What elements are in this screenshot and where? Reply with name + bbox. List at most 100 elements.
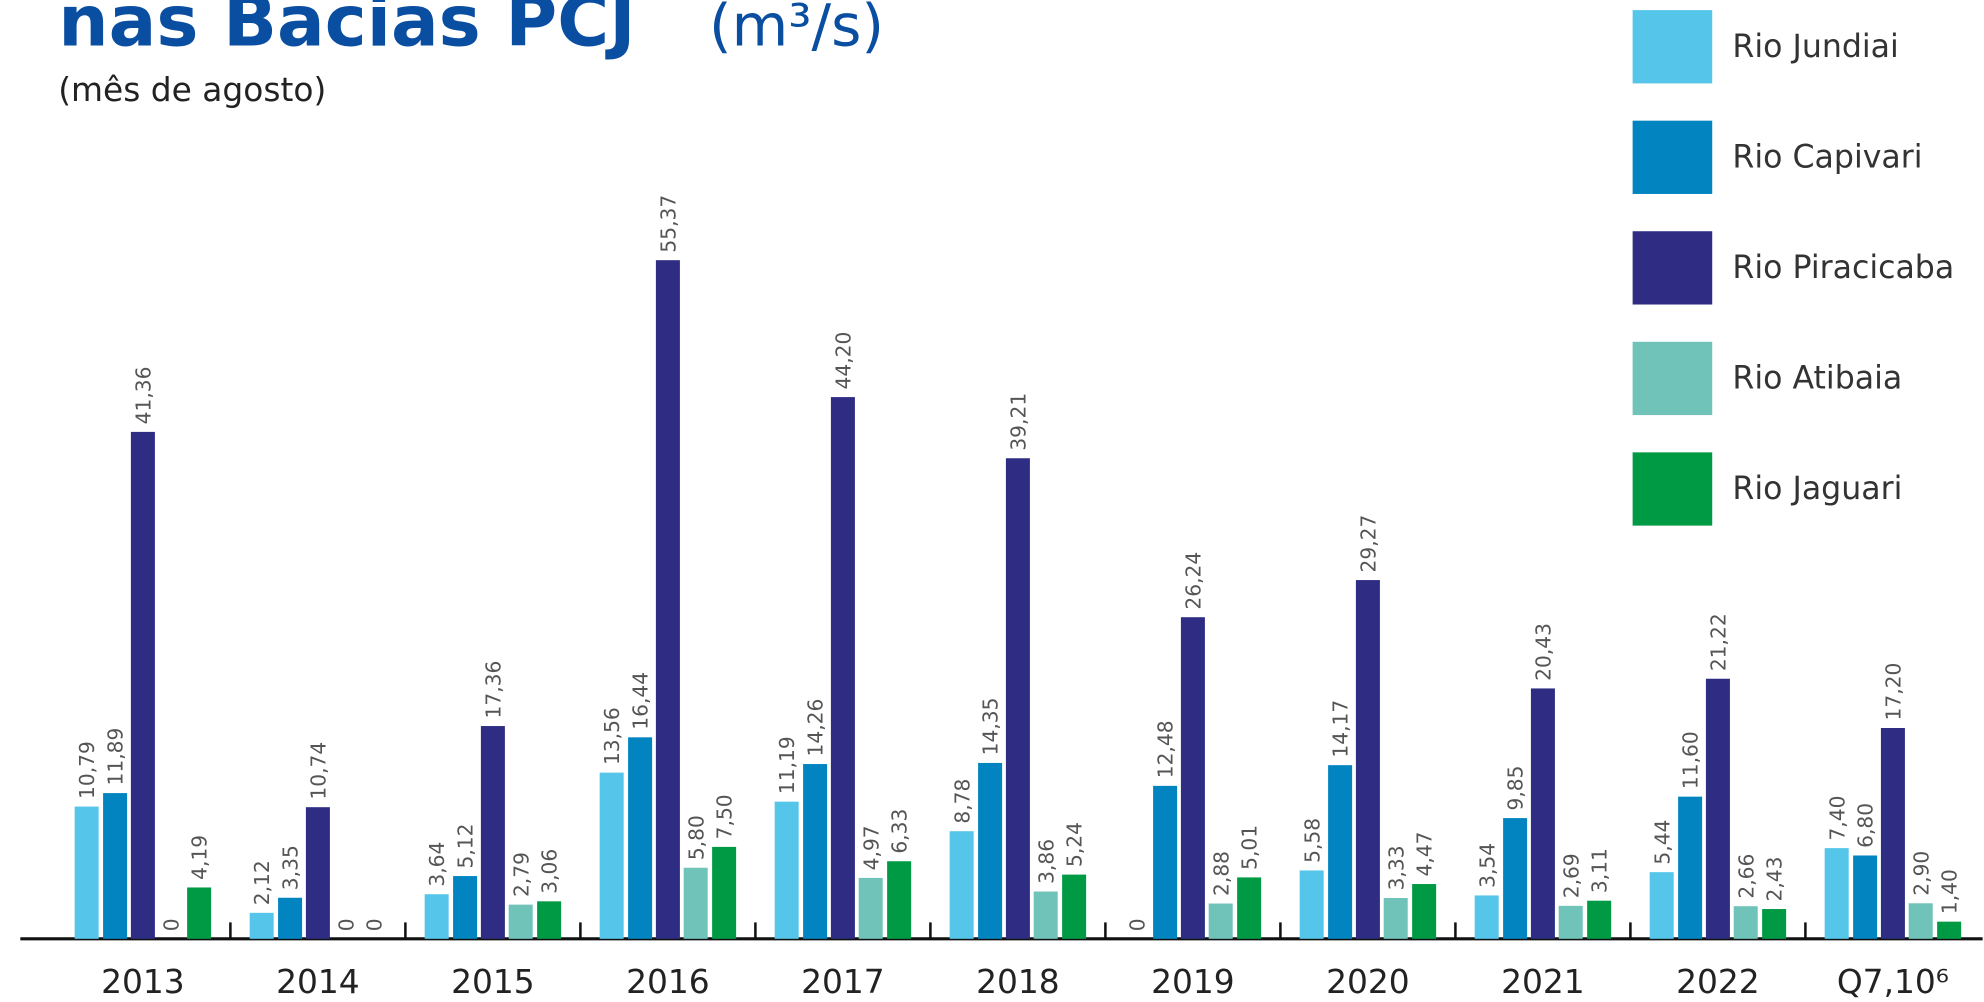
bar [1208, 903, 1233, 939]
data-label: 1,40 [1938, 869, 1962, 914]
bar [103, 793, 128, 939]
bar [1733, 906, 1758, 939]
data-label: 7,50 [713, 794, 737, 839]
data-label: 8,78 [950, 779, 974, 824]
data-label: 44,20 [831, 332, 855, 390]
data-label: 10,74 [306, 742, 330, 800]
data-label: 14,26 [804, 699, 828, 757]
data-label: 12,48 [1154, 720, 1178, 778]
data-label: 3,64 [425, 842, 449, 887]
bar [1153, 785, 1178, 939]
data-label: 4,97 [859, 825, 883, 870]
data-label: 29,27 [1356, 515, 1380, 573]
data-label: 16,44 [629, 672, 653, 730]
bar [1474, 895, 1499, 939]
bar [1412, 884, 1437, 939]
bar [1005, 458, 1030, 939]
data-label: 3,86 [1034, 839, 1058, 884]
bar [508, 904, 533, 939]
legend-swatch [1632, 120, 1713, 194]
legend-label: Rio Atibaia [1732, 361, 1902, 397]
bar [978, 762, 1003, 939]
bar [480, 726, 505, 939]
bar [774, 801, 799, 939]
data-label: 17,20 [1881, 663, 1905, 721]
x-tick-label: 2019 [1151, 963, 1235, 1001]
legend-label: Rio Piracicaba [1732, 250, 1954, 286]
bar [1937, 921, 1962, 939]
data-label: 0 [1125, 918, 1149, 931]
bar [1762, 909, 1787, 939]
x-tick-label: 2017 [801, 963, 885, 1001]
data-label: 17,36 [481, 661, 505, 719]
x-tick-label: 2021 [1501, 963, 1585, 1001]
bar [628, 737, 653, 939]
bar [599, 772, 624, 939]
data-label: 2,69 [1559, 853, 1583, 898]
bar [655, 260, 680, 939]
data-label: 5,58 [1300, 818, 1324, 863]
data-label: 11,60 [1679, 731, 1703, 789]
legend-label: Rio Jundiai [1732, 29, 1898, 65]
data-label: 3,35 [279, 845, 303, 890]
x-tick-label: 2015 [451, 963, 535, 1001]
data-label: 9,85 [1504, 766, 1528, 811]
bar [278, 897, 303, 939]
data-label: 0 [334, 918, 358, 931]
data-label: 3,11 [1588, 848, 1612, 893]
data-label: 2,12 [250, 860, 274, 905]
x-tick-label: 2020 [1326, 963, 1410, 1001]
data-label: 5,24 [1063, 822, 1087, 867]
data-label: 3,33 [1384, 845, 1408, 890]
data-label: 2,88 [1209, 851, 1233, 896]
data-label: 2,66 [1734, 854, 1758, 899]
bar [537, 901, 562, 939]
bar [1558, 905, 1583, 939]
bar [1530, 688, 1555, 939]
data-label: 7,40 [1825, 796, 1849, 841]
bar [887, 861, 912, 939]
bar [1880, 728, 1905, 939]
chart-title: nas Bacias PCJ [58, 0, 635, 62]
x-tick-label: 2013 [101, 963, 185, 1001]
data-label: 11,19 [775, 736, 799, 794]
bar [830, 397, 855, 939]
bar [712, 846, 737, 939]
bar [1237, 877, 1262, 939]
data-label: 13,56 [600, 707, 624, 765]
bar [130, 431, 155, 939]
bar [1180, 617, 1205, 939]
bar [683, 867, 708, 939]
bar [1355, 580, 1380, 939]
data-label: 4,47 [1413, 831, 1437, 876]
bar [74, 806, 99, 939]
bar [305, 807, 330, 939]
bar [1908, 903, 1933, 939]
bar [858, 877, 883, 939]
legend-label: Rio Jaguari [1732, 471, 1902, 507]
data-label: 2,43 [1763, 856, 1787, 901]
bar [453, 876, 478, 939]
data-label: 3,06 [538, 849, 562, 894]
bar [1853, 855, 1878, 939]
data-label: 55,37 [656, 195, 680, 253]
data-label: 21,22 [1706, 613, 1730, 671]
data-label: 26,24 [1181, 552, 1205, 610]
data-label: 41,36 [131, 366, 155, 424]
bar [803, 764, 828, 939]
bar [249, 912, 274, 939]
data-label: 5,80 [684, 815, 708, 860]
bar [1587, 900, 1612, 939]
bar [1062, 874, 1087, 939]
data-label: 5,01 [1238, 825, 1262, 870]
legend-swatch [1632, 10, 1713, 84]
data-label: 5,44 [1650, 820, 1674, 865]
data-label: 3,54 [1475, 843, 1499, 888]
data-label: 14,35 [979, 698, 1003, 756]
x-tick-label: 2016 [626, 963, 710, 1001]
data-label: 2,79 [509, 852, 533, 897]
data-label: 2,90 [1909, 851, 1933, 896]
bar [1033, 891, 1058, 939]
data-label: 0 [363, 918, 387, 931]
